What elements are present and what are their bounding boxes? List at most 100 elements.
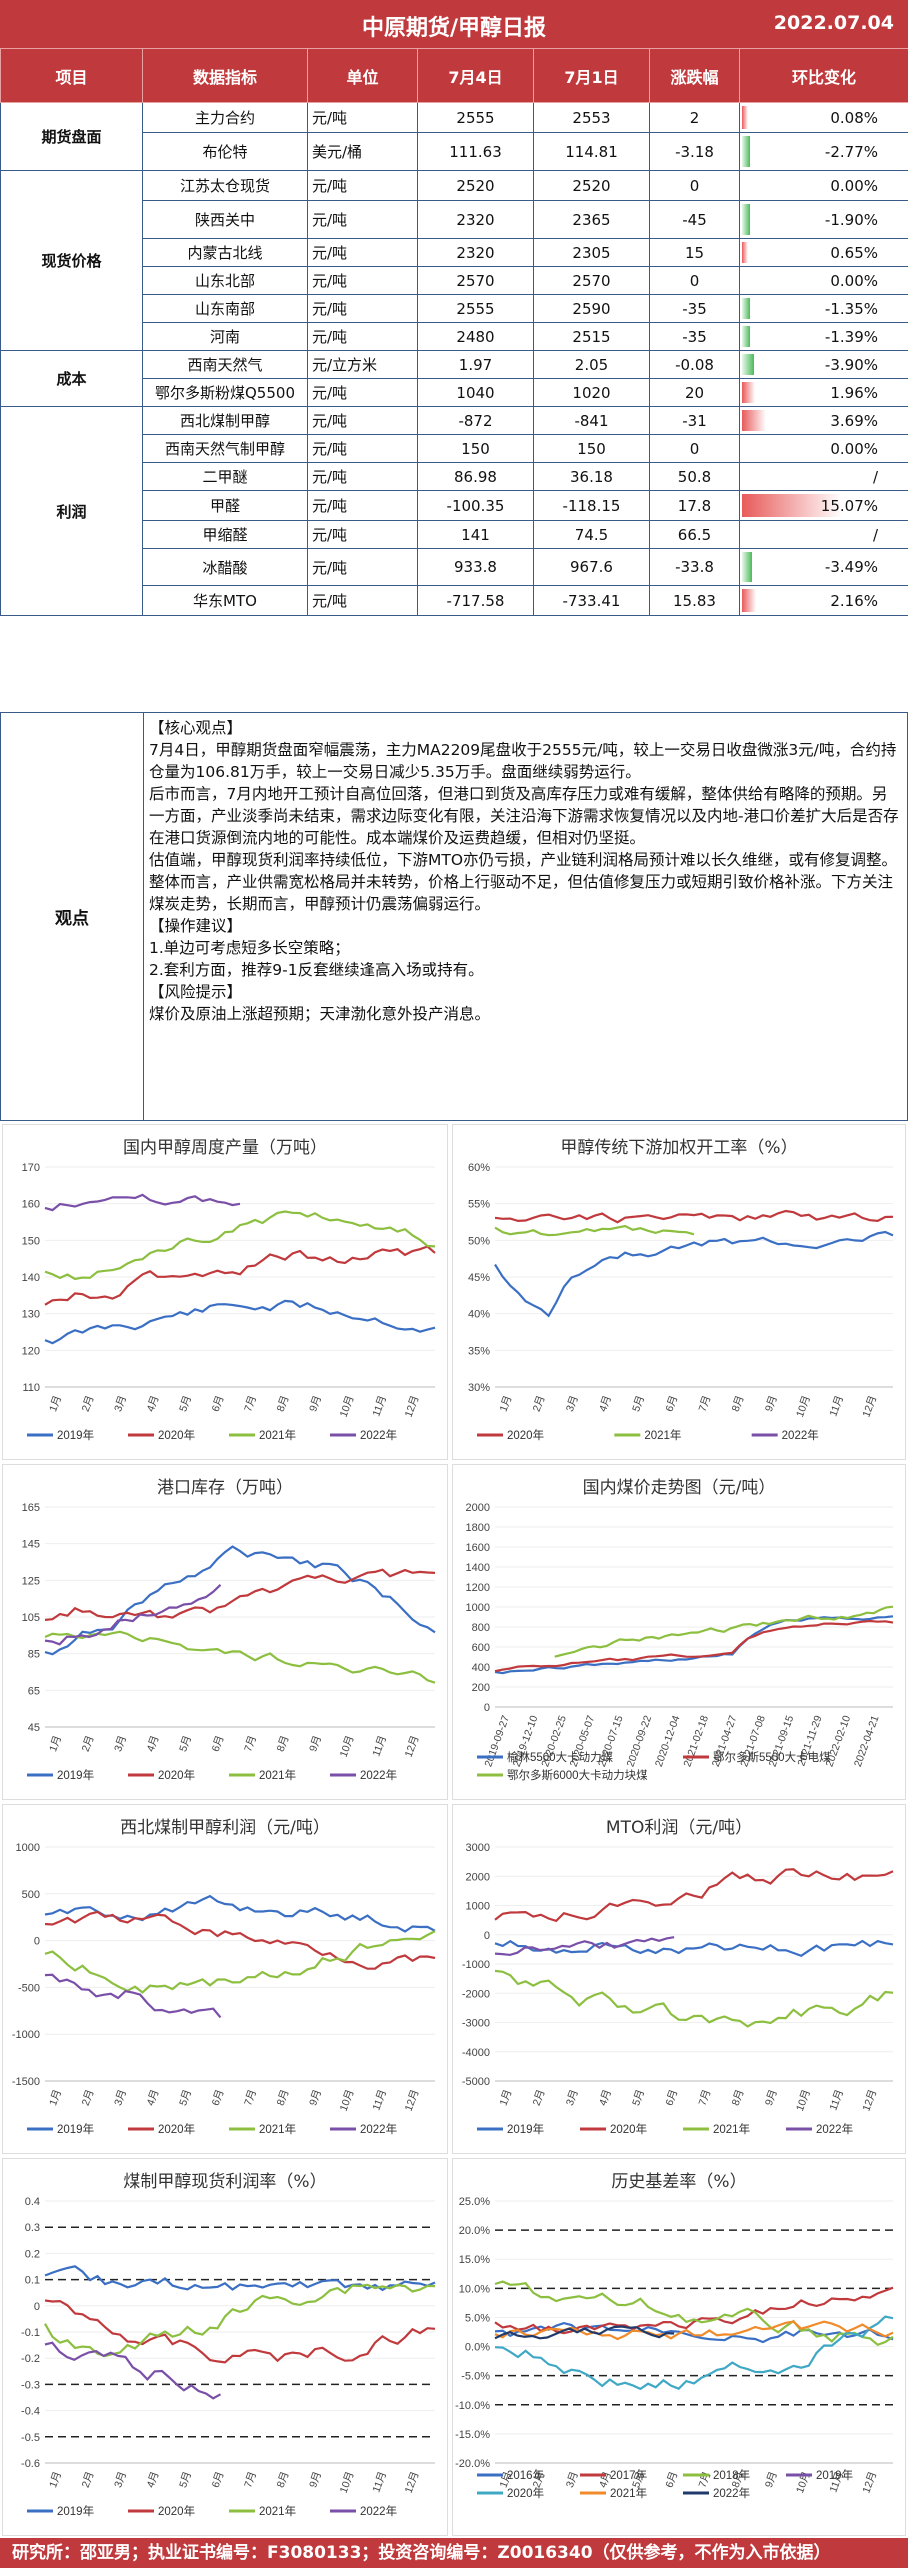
series-line <box>494 1868 894 1923</box>
chart-canvas: 60% 55% 50% 45% 40% 35% 30% 1月 2月 3月 4月 5月 6月 7月 8月 9月 1… <box>468 1162 894 1442</box>
category-cell: 成本 <box>0 350 143 407</box>
x-tick-label: 6月 <box>210 2088 227 2107</box>
legend-label: 2021年 <box>610 2486 647 2500</box>
x-tick-label: 9月 <box>763 2470 780 2489</box>
x-tick-label: 8月 <box>275 2470 292 2489</box>
indicator-cell: 华东MTO <box>142 585 308 616</box>
viewpoint-heading: 【风险提示】 <box>149 983 243 1001</box>
x-tick-label: 7月 <box>242 1734 259 1753</box>
diff-cell: 15.83 <box>649 585 740 616</box>
indicator-cell: 内蒙古北线 <box>142 238 308 267</box>
chart-production: 国内甲醇周度产量（万吨） 170 160 150 140 130 120 110 1月 2月 3月 4… <box>2 1124 448 1460</box>
x-tick-label: 3月 <box>112 1394 129 1413</box>
d1-cell: 2480 <box>417 322 534 351</box>
x-tick-label: 2月 <box>80 1394 97 1413</box>
x-tick-label: 6月 <box>210 1394 227 1413</box>
y-tick-label: 600 <box>472 1642 490 1654</box>
x-tick-label: 6月 <box>210 2470 227 2489</box>
x-tick-label: 6月 <box>663 2470 680 2489</box>
legend-label: 2019年 <box>57 1768 94 1782</box>
d2-cell: 2520 <box>533 170 650 201</box>
column-header: 7月1日 <box>533 48 650 103</box>
y-tick-label: 60% <box>468 1162 490 1174</box>
y-tick-label: 65 <box>28 1685 40 1697</box>
chart-canvas: 3000 2000 1000 0 -1000 -2000 -3000 -4000 -5000 1月… <box>462 1842 894 2136</box>
table-row: 期货盘面 主力合约 元/吨 2555 2553 2 0.08% <box>0 102 908 171</box>
y-tick-label: 25.0% <box>459 2196 490 2208</box>
y-tick-label: 0 <box>484 1930 490 1942</box>
x-tick-label: 11月 <box>827 1394 846 1418</box>
change-bar <box>742 106 748 129</box>
legend-label: 2022年 <box>360 1428 397 1442</box>
chart-title: 国内甲醇周度产量（万吨） <box>123 1138 327 1158</box>
series-line <box>44 1245 436 1306</box>
series-line <box>494 2280 894 2347</box>
chart-canvas: 2000180016001400120010008006004002000201… <box>466 1502 894 1782</box>
change-value: -3.90% <box>824 355 878 374</box>
x-tick-label: 7月 <box>242 1394 259 1413</box>
y-tick-label: -0.2 <box>21 2353 40 2365</box>
series-line <box>44 1193 241 1212</box>
y-tick-label: 130 <box>22 1309 40 1321</box>
x-tick-label: 8月 <box>275 2088 292 2107</box>
table-row: 华东MTO 元/吨 -717.58 -733.41 15.83 2.16% <box>1 585 908 616</box>
d2-cell: 967.6 <box>533 548 650 586</box>
diff-cell: -35 <box>649 322 740 351</box>
chart-nw-profit: 西北煤制甲醇利润（元/吨） 1000 500 0 -500 -1000 -1500 1月 2月 3… <box>2 1804 448 2154</box>
diff-cell: -45 <box>649 200 740 239</box>
d1-cell: 86.98 <box>417 462 534 491</box>
x-tick-label: 4月 <box>145 2470 162 2489</box>
change-value: 2.16% <box>830 591 878 610</box>
indicator-cell: 冰醋酸 <box>142 548 308 586</box>
d1-cell: 1040 <box>417 378 534 407</box>
x-tick-label: 1月 <box>47 2088 64 2107</box>
change-value: 1.96% <box>830 383 878 402</box>
d2-cell: 2.05 <box>533 350 650 379</box>
y-tick-label: 45% <box>468 1272 490 1284</box>
series-line <box>44 1568 436 1621</box>
change-bar <box>742 326 750 347</box>
x-tick-label: 5月 <box>630 2088 647 2107</box>
x-tick-label: 5月 <box>630 2470 647 2489</box>
series-line <box>44 2265 436 2292</box>
table-row: 内蒙古北线 元/吨 2320 2305 15 0.65% <box>1 238 908 267</box>
indicator-cell: 西南天然气 <box>142 350 308 379</box>
chart-canvas: 1000 500 0 -500 -1000 -1500 1月 2月 3月 4月 5月 6月 7月 8月 9月… <box>12 1842 436 2136</box>
y-tick-label: 200 <box>472 1682 490 1694</box>
diff-cell: -33.8 <box>649 548 740 586</box>
legend-label: 2019年 <box>57 2122 94 2136</box>
y-tick-label: 145 <box>22 1539 40 1551</box>
table-header-row: 项目 数据指标 单位 7月4日 7月1日 涨跌幅 环比变化 <box>0 48 908 103</box>
d2-cell: 2515 <box>533 322 650 351</box>
x-tick-label: 3月 <box>112 2470 129 2489</box>
x-tick-label: 12月 <box>403 2470 422 2495</box>
y-tick-label: 1600 <box>466 1542 490 1554</box>
chart-title: 煤制甲醇现货利润率（%） <box>123 2172 327 2192</box>
y-tick-label: 125 <box>22 1575 40 1587</box>
unit-cell: 元/吨 <box>307 294 418 323</box>
table-row: 甲醛 元/吨 -100.35 -118.15 17.8 15.07% <box>1 490 908 521</box>
unit-cell: 元/吨 <box>307 520 418 549</box>
table-row: 河南 元/吨 2480 2515 -35 -1.39% <box>1 322 908 351</box>
series-line <box>44 1210 436 1281</box>
x-tick-label: 7月 <box>697 2088 714 2107</box>
indicator-cell: 二甲醚 <box>142 462 308 491</box>
x-tick-label: 5月 <box>177 1394 194 1413</box>
change-cell: 3.69% <box>739 406 908 435</box>
x-tick-label: 1月 <box>47 2470 64 2489</box>
unit-cell: 元/吨 <box>307 548 418 586</box>
y-tick-label: 45 <box>28 1722 40 1734</box>
x-tick-label: 8月 <box>730 2470 747 2489</box>
x-tick-label: 5月 <box>177 2470 194 2489</box>
d2-cell: 1020 <box>533 378 650 407</box>
indicator-cell: 河南 <box>142 322 308 351</box>
x-tick-label: 12月 <box>403 2088 422 2113</box>
y-tick-label: 110 <box>22 1382 40 1394</box>
d1-cell: 2320 <box>417 200 534 239</box>
d1-cell: -872 <box>417 406 534 435</box>
viewpoint-paragraph: 估值端，甲醇现货利润率持续低位，下游MTO亦仍亏损，产业链利润格局预计难以长久维… <box>149 851 898 869</box>
indicator-cell: 主力合约 <box>142 102 308 133</box>
series-line <box>44 1630 436 1684</box>
change-cell: -1.35% <box>739 294 908 323</box>
y-tick-label: 120 <box>22 1345 40 1357</box>
